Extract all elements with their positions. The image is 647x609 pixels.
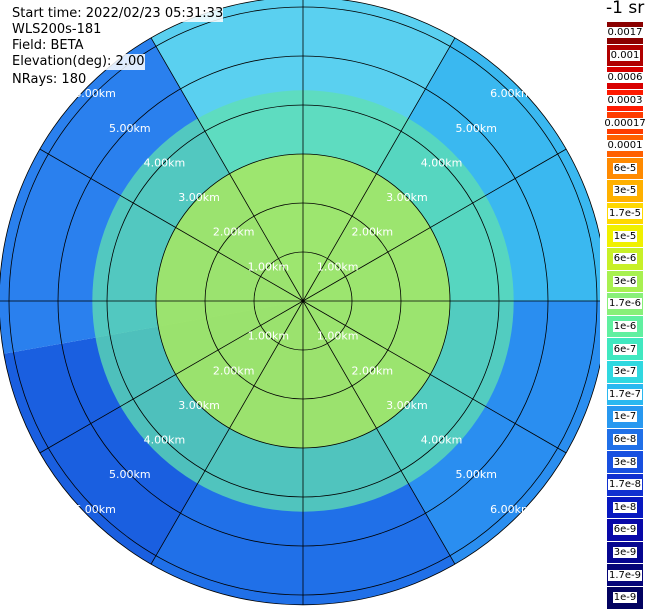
- colorbar-label: 0.0003: [606, 95, 644, 107]
- colorbar-segment: 1e-8: [607, 496, 643, 519]
- colorbar-label: 3e-6: [612, 275, 638, 287]
- ppi-plot: 1.00km 2.00km 3.00km 4.00km 5.00km 6.00km 1.00…: [0, 0, 600, 606]
- nrays-label: NRays: 180: [12, 72, 87, 88]
- range-label: 6.00km: [490, 87, 532, 100]
- colorbar-segment: 6e-7: [607, 338, 643, 360]
- range-label: 3.00km: [386, 399, 428, 412]
- colorbar-segment: 3e-6: [607, 270, 643, 293]
- range-label: 1.00km: [317, 260, 359, 273]
- range-label: 2.00km: [352, 364, 394, 377]
- range-label: 4.00km: [421, 434, 463, 447]
- field-label: Field: BETA: [12, 38, 84, 54]
- colorbar-segment: 3e-7: [607, 361, 643, 383]
- colorbar-label: 3e-5: [612, 185, 638, 197]
- range-label: 1.00km: [248, 260, 290, 273]
- colorbar-label: 1.7e-5: [607, 208, 643, 220]
- colorbar-segment: 0.0003: [606, 89, 644, 112]
- colorbar-segment: 1.7e-9: [607, 564, 643, 586]
- colorbar-segment: 6e-9: [607, 519, 643, 541]
- colorbar-label: 0.001: [609, 49, 641, 61]
- range-label: 5.00km: [455, 468, 497, 481]
- azimuth-spoke: [39, 148, 304, 302]
- colorbar-label: 6e-6: [612, 253, 638, 265]
- colorbar-segment: 0.00017: [603, 112, 647, 134]
- range-label: 1.00km: [317, 330, 359, 343]
- colorbar-label: 0.0017: [606, 27, 644, 39]
- range-label: 3.00km: [386, 191, 428, 204]
- azimuth-spoke: [302, 37, 456, 302]
- colorbar-label: 0.00017: [603, 117, 647, 129]
- colorbar-segment: 1e-5: [607, 225, 643, 247]
- range-labels: 1.00km 2.00km 3.00km 4.00km 5.00km 6.00km 1.00…: [74, 87, 531, 516]
- colorbar-label: 1.7e-7: [607, 388, 643, 400]
- colorbar-label: 6e-8: [612, 434, 638, 446]
- colorbar-label: 3e-9: [612, 547, 638, 559]
- range-label: 6.00km: [74, 503, 116, 516]
- colorbar-segment: 1.7e-5: [607, 202, 643, 225]
- azimuth-spoke: [302, 148, 567, 302]
- azimuth-spoke: [150, 37, 304, 302]
- colorbar-label: 1e-5: [612, 230, 638, 242]
- colorbar-segment: 6e-8: [607, 428, 643, 451]
- range-label: 3.00km: [178, 191, 220, 204]
- colorbar-segment: 0.001: [607, 44, 643, 67]
- azimuth-spokes: [0, 0, 600, 605]
- colorbar-segment: 1.7e-8: [607, 474, 643, 496]
- range-label: 2.00km: [213, 364, 255, 377]
- colorbar-segment: 1e-9: [607, 587, 643, 609]
- colorbar-segment: 0.0001: [606, 135, 644, 157]
- range-label: 5.00km: [109, 468, 151, 481]
- colorbar-segment: 1.7e-7: [607, 383, 643, 406]
- colorbar-label: 6e-5: [612, 162, 638, 174]
- range-label: 4.00km: [144, 434, 186, 447]
- colorbar-label: 1e-9: [612, 592, 638, 604]
- colorbar-label: 1.7e-6: [607, 298, 643, 310]
- colorbar-label: 3e-7: [612, 366, 638, 378]
- range-label: 2.00km: [352, 226, 394, 239]
- colorbar-segment: 1.7e-6: [607, 293, 643, 315]
- start-time-label: Start time: 2022/02/23 05:31:33: [12, 6, 224, 22]
- colorbar-segment: 3e-5: [607, 180, 643, 202]
- colorbar-segment: 6e-6: [607, 248, 643, 270]
- azimuth-spoke: [302, 300, 456, 565]
- azimuth-spoke: [302, 300, 567, 454]
- colorbar-label: 3e-8: [612, 456, 638, 468]
- colorbar-label: 1e-8: [612, 501, 638, 513]
- range-label: 4.00km: [421, 156, 463, 169]
- colorbar-label: 1e-7: [612, 411, 638, 423]
- range-label: 6.00km: [490, 503, 532, 516]
- colorbar-segment: 3e-9: [607, 541, 643, 564]
- colorbar-label: 1.7e-9: [607, 569, 643, 581]
- range-label: 2.00km: [213, 226, 255, 239]
- colorbar-label: 0.0001: [606, 140, 644, 152]
- colorbar-segment: 6e-5: [607, 157, 643, 180]
- colorbar-segment: 3e-8: [607, 451, 643, 473]
- range-label: 5.00km: [455, 122, 497, 135]
- colorbar-label: 1e-6: [612, 321, 638, 333]
- range-label: 1.00km: [248, 330, 290, 343]
- colorbar-segment: 1e-6: [607, 315, 643, 338]
- colorbar-label: 0.0006: [606, 72, 644, 84]
- colorbar-segment: 0.0017: [606, 22, 644, 44]
- range-label: 3.00km: [178, 399, 220, 412]
- colorbar-label: 1.7e-8: [607, 479, 643, 491]
- colorbar-label: 6e-7: [612, 343, 638, 355]
- range-label: 6.00km: [74, 87, 116, 100]
- instrument-label: WLS200s-181: [12, 22, 102, 38]
- colorbar-segment: 0.0006: [606, 67, 644, 89]
- colorbar-label: 6e-9: [612, 524, 638, 536]
- azimuth-spoke: [150, 300, 304, 565]
- range-label: 4.00km: [144, 156, 186, 169]
- azimuth-spoke: [39, 300, 304, 454]
- range-label: 5.00km: [109, 122, 151, 135]
- colorbar-units: -1 sr: [606, 0, 645, 18]
- colorbar-segment: 1e-7: [607, 406, 643, 428]
- elevation-label: Elevation(deg): 2.00: [12, 54, 145, 70]
